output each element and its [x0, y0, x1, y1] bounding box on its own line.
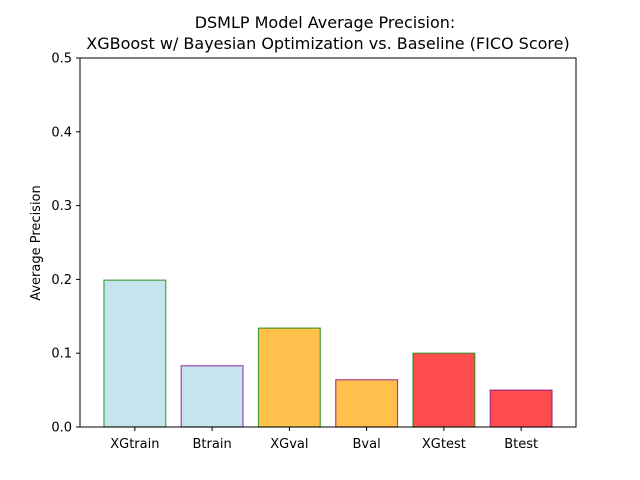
y-axis-label: Average Precision — [29, 185, 44, 301]
x-tick-label: Btrain — [193, 437, 232, 452]
y-tick-label: 0.1 — [51, 347, 72, 362]
bar-xgtest — [412, 352, 476, 428]
x-tick-label: Bval — [353, 437, 381, 452]
x-tick-label: XGval — [270, 437, 308, 452]
bar-bval — [335, 379, 399, 428]
y-tick-label: 0.3 — [51, 199, 72, 214]
x-tick-label: XGtest — [422, 437, 466, 452]
x-tick-label: XGtrain — [110, 437, 159, 452]
y-tick-label: 0.2 — [51, 273, 72, 288]
y-tick-label: 0.0 — [51, 421, 72, 436]
chart-title-line-1: DSMLP Model Average Precision: — [195, 13, 456, 32]
bar-btest — [489, 389, 553, 428]
chart-title-line-2: XGBoost w/ Bayesian Optimization vs. Bas… — [86, 34, 569, 53]
x-tick-label: Btest — [504, 437, 538, 452]
bar-xgtrain — [103, 279, 167, 428]
axes-frame — [79, 57, 577, 428]
bar-xgval — [257, 327, 321, 428]
bar-btrain — [180, 365, 244, 428]
plot-area: 0.0 0.1 0.2 0.3 0.4 0.5 XGtrain Btrain XGval Bval… — [51, 52, 577, 452]
y-tick-label: 0.4 — [51, 125, 72, 140]
y-tick-label: 0.5 — [51, 52, 72, 67]
